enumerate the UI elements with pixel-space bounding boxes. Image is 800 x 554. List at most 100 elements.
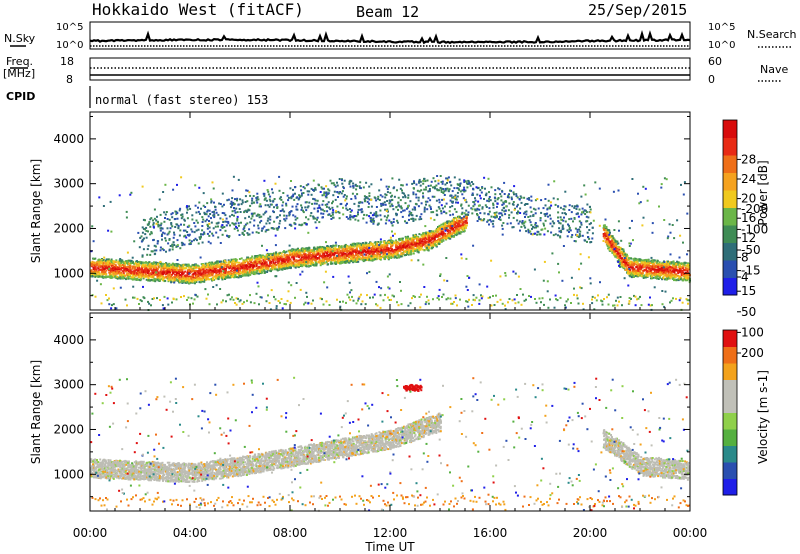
scatter-cell xyxy=(613,250,616,253)
scatter-cell xyxy=(283,254,286,257)
scatter-cell xyxy=(110,261,113,263)
scatter-cell xyxy=(303,250,306,253)
scatter-cell xyxy=(358,258,361,261)
scatter-cell xyxy=(305,265,308,268)
scatter-cell xyxy=(133,269,136,272)
scatter-cell xyxy=(162,270,165,273)
scatter-cell xyxy=(618,252,621,255)
scatter-cell xyxy=(121,267,123,269)
scatter-cell xyxy=(272,264,275,267)
scatter-cell xyxy=(396,252,399,255)
scatter-cell xyxy=(209,272,212,274)
scatter-cell xyxy=(670,261,673,264)
scatter-cell xyxy=(136,268,139,271)
scatter-cell xyxy=(412,241,415,244)
scatter-cell xyxy=(168,265,171,267)
scatter-cell xyxy=(298,254,301,257)
scatter-cell xyxy=(225,261,228,264)
scatter-cell xyxy=(418,246,421,249)
scatter-cell xyxy=(133,272,136,275)
scatter-cell xyxy=(355,247,358,250)
scatter-cell xyxy=(629,269,632,271)
scatter-cell xyxy=(655,269,658,272)
scatter-cell xyxy=(650,268,653,271)
scatter-cell xyxy=(112,269,115,272)
scatter-cell xyxy=(622,266,625,269)
scatter-cell xyxy=(292,261,294,264)
scatter-cell xyxy=(632,274,634,277)
scatter-cell xyxy=(364,259,367,262)
scatter-cell xyxy=(279,262,282,265)
scatter-cell xyxy=(167,263,170,266)
scatter-cell xyxy=(228,271,230,274)
scatter-cell xyxy=(290,256,293,259)
scatter-cell xyxy=(346,254,349,257)
scatter-cell xyxy=(400,247,403,250)
scatter-cell xyxy=(332,258,334,261)
scatter-cell xyxy=(212,264,215,267)
scatter-cell xyxy=(361,246,364,249)
scatter-cell xyxy=(605,235,608,238)
scatter-cell xyxy=(130,277,133,280)
scatter-cell xyxy=(669,267,672,270)
scatter-cell xyxy=(455,217,458,220)
scatter-cell xyxy=(604,231,607,234)
scatter-cell xyxy=(107,258,110,261)
scatter-cell xyxy=(115,259,118,262)
scatter-cell xyxy=(412,236,414,239)
scatter-cell xyxy=(623,265,626,268)
scatter-cell xyxy=(136,264,139,267)
scatter-cell xyxy=(366,248,369,251)
scatter-cell xyxy=(237,276,240,279)
scatter-cell xyxy=(383,243,386,246)
scatter-cell xyxy=(149,265,152,268)
scatter-cell xyxy=(117,268,120,271)
scatter-cell xyxy=(121,259,124,262)
scatter-cell xyxy=(235,265,237,268)
scatter-cell xyxy=(116,269,119,272)
scatter-cell xyxy=(114,261,117,264)
scatter-cell xyxy=(669,262,672,265)
scatter-cell xyxy=(284,267,287,270)
scatter-cell xyxy=(418,238,421,241)
scatter-cell xyxy=(649,275,652,277)
scatter-cell xyxy=(440,239,443,242)
scatter-cell xyxy=(418,248,421,251)
scatter-cell xyxy=(238,264,241,267)
scatter-cell xyxy=(644,274,647,277)
scatter-cell xyxy=(182,271,185,274)
scatter-cell xyxy=(398,256,401,259)
scatter-cell xyxy=(619,246,622,249)
scatter-cell xyxy=(663,271,665,274)
scatter-cell xyxy=(242,265,245,268)
scatter-cell xyxy=(257,269,260,272)
scatter-cell xyxy=(321,248,324,251)
scatter-cell xyxy=(240,257,243,260)
scatter-cell xyxy=(92,257,95,260)
scatter-cell xyxy=(330,250,333,253)
scatter-cell xyxy=(419,238,422,241)
scatter-cell xyxy=(203,280,206,283)
scatter-cell xyxy=(667,266,670,269)
scatter-cell xyxy=(304,259,307,261)
scatter-cell xyxy=(635,266,638,269)
scatter-cell xyxy=(135,263,138,266)
scatter-cell xyxy=(177,272,180,275)
scatter-cell xyxy=(150,276,153,279)
scatter-cell xyxy=(639,267,642,270)
scatter-cell xyxy=(201,278,204,281)
scatter-cell xyxy=(275,253,278,256)
scatter-cell xyxy=(637,267,640,270)
scatter-cell xyxy=(313,249,316,252)
scatter-cell xyxy=(176,268,179,271)
scatter-cell xyxy=(666,275,669,278)
scatter-cell xyxy=(206,277,209,280)
scatter-cell xyxy=(666,268,669,271)
scatter-cell xyxy=(392,240,395,243)
scatter-cell xyxy=(242,274,245,277)
scatter-cell xyxy=(220,274,223,277)
scatter-cell xyxy=(334,249,337,252)
scatter-cell xyxy=(406,250,409,252)
scatter-cell xyxy=(250,263,253,266)
scatter-cell xyxy=(416,250,419,253)
